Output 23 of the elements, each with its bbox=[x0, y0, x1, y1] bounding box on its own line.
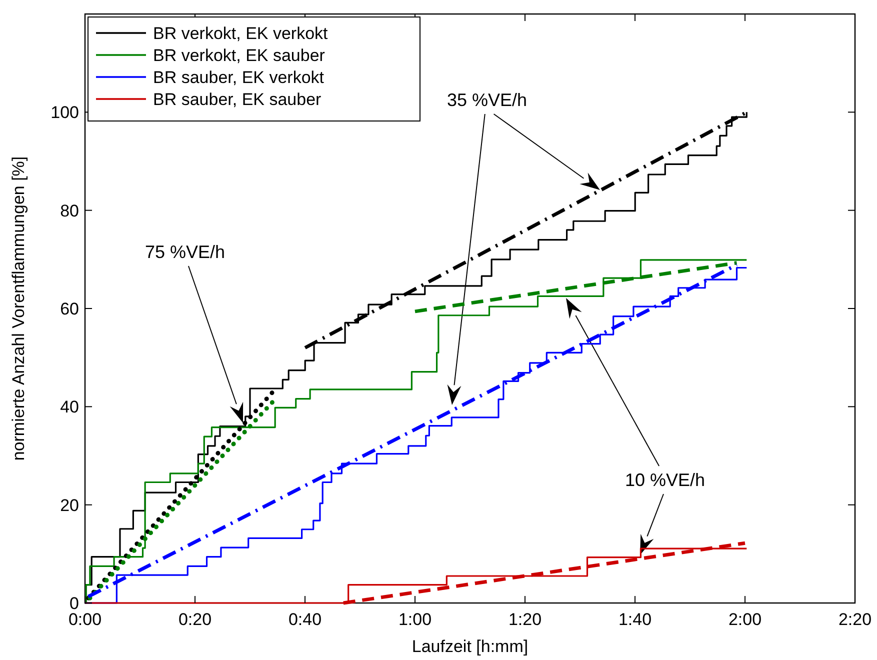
annotation: 10 %VE/h bbox=[624, 470, 706, 490]
annotation: 75 %VE/h bbox=[144, 242, 226, 262]
y-tick-label: 80 bbox=[60, 201, 79, 220]
x-tick-label: 2:20 bbox=[838, 610, 872, 629]
x-tick-label: 0:40 bbox=[288, 610, 322, 629]
y-tick-label: 100 bbox=[50, 103, 79, 122]
y-axis-title: normierte Anzahl Vorentflammungen [%] bbox=[9, 156, 28, 461]
annotation: 35 %VE/h bbox=[446, 90, 528, 110]
legend-label: BR verkokt, EK sauber bbox=[153, 46, 326, 65]
legend-label: BR sauber, EK sauber bbox=[153, 90, 322, 109]
x-axis-title: Laufzeit [h:mm] bbox=[412, 637, 528, 656]
y-tick-label: 20 bbox=[60, 496, 79, 515]
y-tick-label: 40 bbox=[60, 398, 79, 417]
x-tick-label: 2:00 bbox=[728, 610, 762, 629]
legend-label: BR sauber, EK verkokt bbox=[153, 68, 324, 87]
x-tick-label: 1:00 bbox=[398, 610, 432, 629]
x-tick-label: 0:20 bbox=[178, 610, 212, 629]
y-tick-label: 0 bbox=[70, 594, 79, 613]
y-tick-label: 60 bbox=[60, 300, 79, 318]
x-tick-label: 1:40 bbox=[618, 610, 652, 629]
x-tick-label: 1:20 bbox=[508, 610, 542, 629]
legend-label: BR verkokt, EK verkokt bbox=[153, 24, 328, 43]
x-tick-label: 0:00 bbox=[68, 610, 102, 629]
